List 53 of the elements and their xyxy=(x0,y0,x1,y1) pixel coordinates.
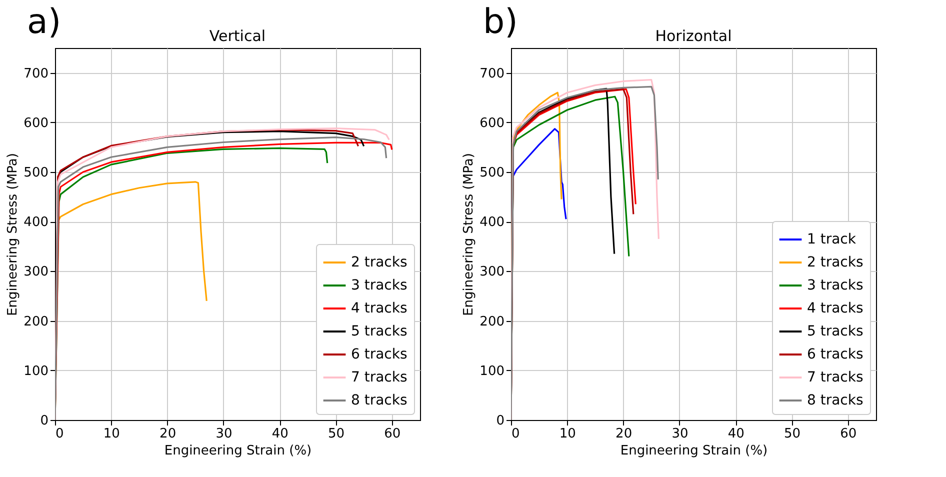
x-tick-label: 0 xyxy=(56,426,64,442)
legend-label: 6 tracks xyxy=(807,346,864,362)
y-tick-label: 100 xyxy=(24,364,48,379)
x-tick-label: 60 xyxy=(384,426,401,442)
legend-label: 1 track xyxy=(807,232,857,248)
text: a) xyxy=(27,2,62,42)
y-tick-label: 400 xyxy=(24,215,48,230)
y-tick-label: 100 xyxy=(480,364,504,379)
legend-label: 7 tracks xyxy=(351,370,408,386)
legend-label: 8 tracks xyxy=(807,392,864,408)
y-tick-label: 200 xyxy=(24,314,48,330)
legend-label: 7 tracks xyxy=(807,370,864,386)
y-tick-label: 500 xyxy=(24,166,48,180)
y-tick-label: 200 xyxy=(480,314,504,330)
chart-title: Horizontal xyxy=(655,27,732,45)
y-tick-label: 500 xyxy=(480,166,504,180)
x-tick-label: 0 xyxy=(512,426,520,442)
y-tick-label: 600 xyxy=(480,116,504,131)
y-tick-label: 0 xyxy=(496,414,504,428)
legend-label: 3 tracks xyxy=(351,278,408,294)
legend-label: 2 tracks xyxy=(351,254,408,270)
legend-label: 4 tracks xyxy=(351,300,408,316)
x-tick-label: 10 xyxy=(559,426,576,442)
x-axis-title: Engineering Strain (%) xyxy=(620,444,768,458)
y-tick-label: 300 xyxy=(24,264,48,280)
x-axis-title: Engineering Strain (%) xyxy=(164,444,312,458)
legend-label: 5 tracks xyxy=(807,324,864,340)
x-tick-label: 60 xyxy=(840,426,857,442)
y-tick-label: 0 xyxy=(40,414,48,428)
legend-label: 4 tracks xyxy=(807,300,864,316)
y-axis-title: Engineering Stress (MPa) xyxy=(6,153,21,316)
y-tick-label: 400 xyxy=(480,215,504,230)
legend-label: 5 tracks xyxy=(351,324,408,340)
legend-label: 8 tracks xyxy=(351,392,408,408)
y-axis-title: Engineering Stress (MPa) xyxy=(462,153,477,316)
y-tick-label: 300 xyxy=(480,264,504,280)
chart-title: Vertical xyxy=(209,27,266,45)
legend-label: 3 tracks xyxy=(807,278,864,294)
text: b) xyxy=(483,2,518,42)
x-tick-label: 50 xyxy=(328,426,345,442)
x-tick-label: 40 xyxy=(728,426,744,442)
y-tick-label: 700 xyxy=(480,66,504,82)
x-tick-label: 40 xyxy=(272,426,288,442)
x-tick-label: 30 xyxy=(216,426,232,442)
y-tick-label: 700 xyxy=(24,66,48,82)
x-tick-label: 30 xyxy=(672,426,688,442)
x-tick-label: 20 xyxy=(616,426,632,442)
x-tick-label: 20 xyxy=(160,426,176,442)
legend-label: 6 tracks xyxy=(351,346,408,362)
x-tick-label: 50 xyxy=(784,426,801,442)
x-tick-label: 10 xyxy=(103,426,120,442)
legend-label: 2 tracks xyxy=(807,254,864,270)
y-tick-label: 600 xyxy=(24,116,48,131)
